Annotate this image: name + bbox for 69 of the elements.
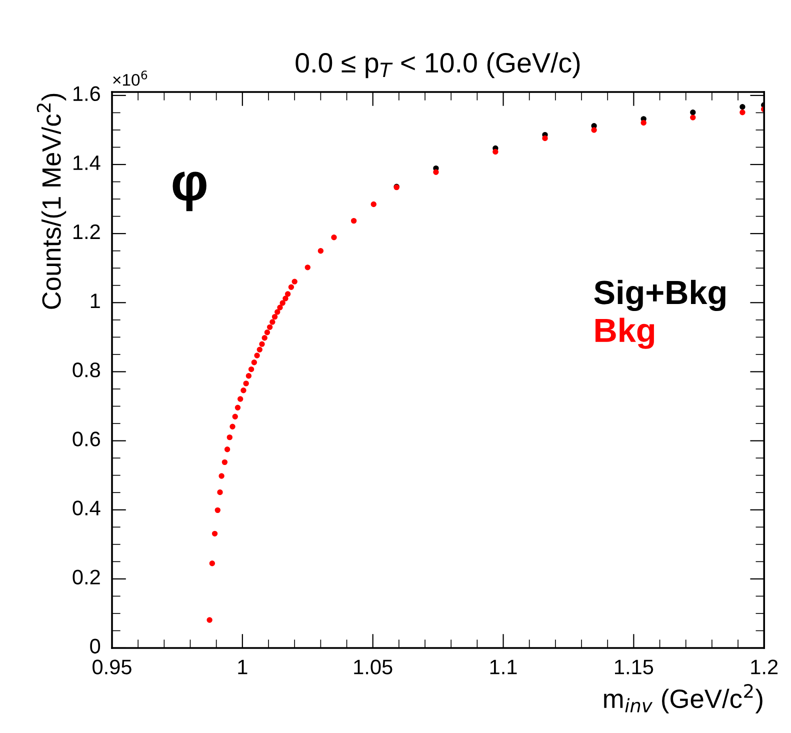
point [224, 446, 230, 452]
point [222, 459, 228, 466]
point [264, 329, 270, 336]
point [740, 110, 746, 116]
point [214, 507, 220, 514]
point [251, 360, 258, 366]
point [262, 335, 268, 341]
point [640, 120, 646, 126]
point [218, 473, 224, 479]
point [318, 248, 324, 254]
x-tick-label: 1.1 [490, 660, 517, 674]
point [591, 127, 597, 133]
chart-title: 0.0 ≤ p$_{T}$ < 10.0 (GeV/c) [296, 52, 580, 78]
point [237, 396, 244, 402]
x-tick-label: 0.95 [92, 660, 132, 674]
point [209, 560, 216, 566]
point [350, 218, 357, 224]
point [284, 291, 291, 297]
x-tick-label: 1.15 [615, 660, 654, 674]
point [492, 148, 498, 155]
point [256, 346, 262, 352]
point [206, 617, 212, 623]
y-tick-label: 0.2 [72, 570, 100, 584]
point [274, 309, 280, 315]
point [248, 366, 254, 372]
point [270, 319, 276, 325]
point [266, 324, 273, 330]
point [292, 278, 298, 284]
y-tick-label: 1.2 [74, 224, 100, 239]
point [230, 424, 236, 430]
point [212, 530, 218, 537]
text: ×10$^{6}$ [113, 70, 148, 86]
y-tick-label: 1 [90, 294, 100, 308]
point [288, 284, 294, 290]
x-tick-label: 1.2 [751, 660, 778, 674]
point [331, 234, 337, 240]
y-tick-label: 1.4 [74, 156, 100, 170]
y-tick-label: 0.8 [72, 362, 100, 378]
point [246, 373, 252, 379]
point [433, 169, 439, 175]
text: Bkg [596, 318, 654, 349]
point [232, 414, 238, 420]
point [254, 352, 260, 358]
point [226, 434, 232, 440]
y-tick-label: 0.4 [72, 500, 100, 516]
point [234, 404, 241, 410]
annotation: φ [172, 172, 206, 212]
point [740, 104, 746, 110]
y-axis-title: Counts/(1 MeV/c$^{2}$) [36, 94, 66, 309]
point [304, 264, 310, 270]
point [370, 201, 376, 208]
point [240, 388, 246, 394]
point [690, 110, 696, 116]
point [217, 489, 223, 496]
point [282, 296, 288, 302]
y-tick-label: 0.6 [72, 432, 100, 446]
y-tick-label: 0 [90, 638, 100, 654]
point [277, 304, 283, 310]
x-tick-label: 1 [238, 660, 248, 674]
point [690, 114, 696, 120]
point [280, 300, 286, 306]
point [259, 341, 265, 347]
x-axis-title: m$_{inv}$ (GeV/c$^{2}$) [604, 684, 762, 714]
legend-label: Sig+Bkg [594, 280, 726, 312]
y-tick-label: 1.6 [74, 86, 100, 102]
point [243, 380, 249, 386]
point [542, 135, 548, 142]
point [272, 314, 278, 320]
x-tick-label: 1.05 [354, 660, 392, 674]
